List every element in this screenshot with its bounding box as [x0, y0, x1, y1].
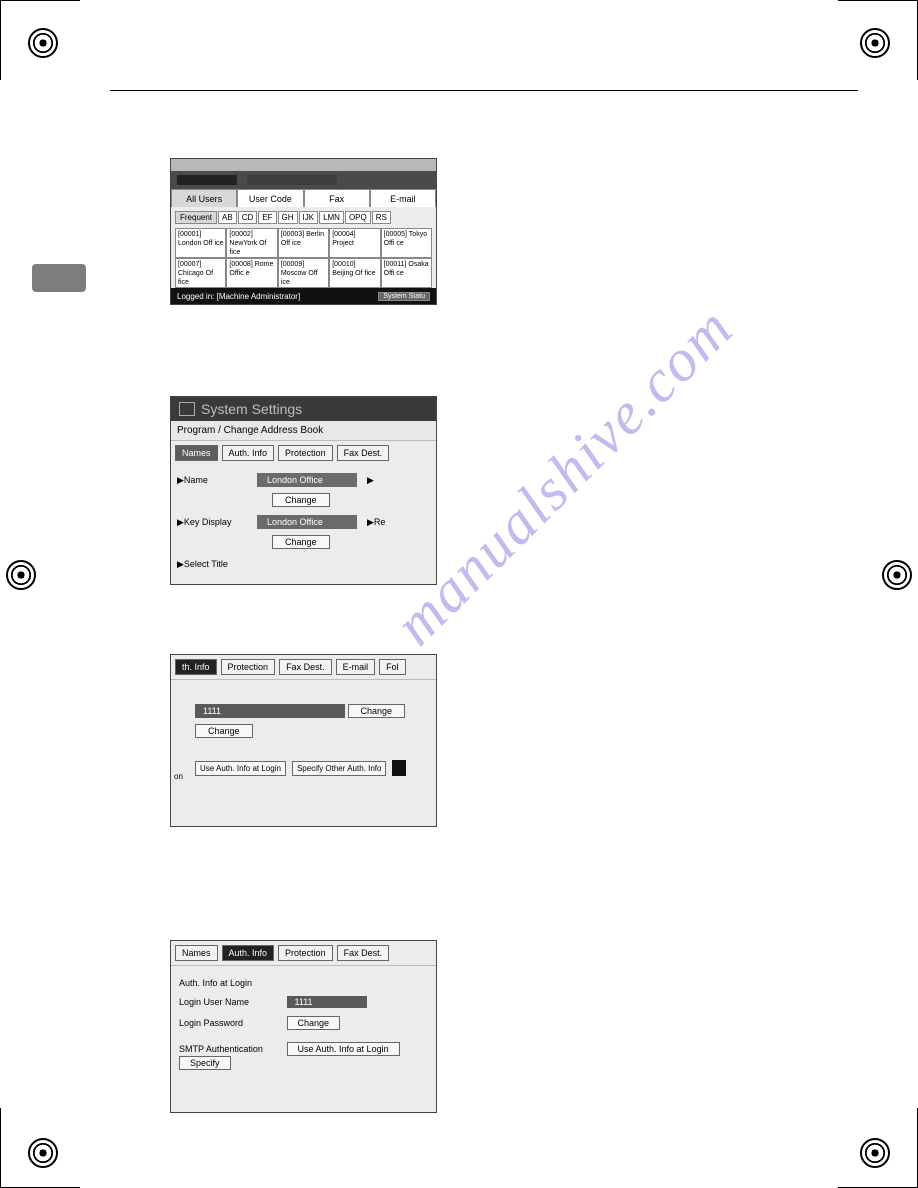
- alpha-tab[interactable]: AB: [218, 211, 237, 224]
- tab-fax-dest[interactable]: Fax Dest.: [337, 445, 390, 461]
- use-auth-login-button[interactable]: Use Auth. Info at Login: [287, 1042, 400, 1056]
- registration-mark: [28, 1138, 58, 1168]
- change-button[interactable]: Change: [195, 724, 253, 738]
- use-auth-login-button[interactable]: Use Auth. Info at Login: [195, 761, 286, 776]
- alpha-tab[interactable]: RS: [372, 211, 391, 224]
- name-label: ▶Name: [177, 475, 257, 486]
- address-cell[interactable]: [00009] Moscow Off ice: [278, 258, 329, 288]
- tab-row: Names Auth. Info Protection Fax Dest.: [171, 441, 436, 465]
- address-cell[interactable]: [00004] Project: [329, 228, 380, 258]
- registration-mark: [882, 560, 912, 590]
- specify-button[interactable]: Specify: [179, 1056, 231, 1070]
- system-settings-panel: System Settings Program / Change Address…: [170, 396, 437, 585]
- tab-protection[interactable]: Protection: [278, 945, 333, 961]
- tab-fax-dest[interactable]: Fax Dest.: [337, 945, 390, 961]
- tab-row: Names Auth. Info Protection Fax Dest.: [171, 941, 436, 966]
- auth-info-login-panel: Names Auth. Info Protection Fax Dest. Au…: [170, 940, 437, 1113]
- chevron-right-icon: ▶: [367, 475, 374, 486]
- key-display-value: London Office: [257, 515, 357, 529]
- tab-folder[interactable]: Fol: [379, 659, 406, 675]
- system-status-button[interactable]: System Statu: [378, 292, 430, 301]
- alpha-tab[interactable]: CD: [238, 211, 258, 224]
- tab-auth-info[interactable]: th. Info: [175, 659, 217, 675]
- panel-subtitle: Program / Change Address Book: [171, 421, 436, 441]
- address-row: [00001] London Off ice[00002] NewYork Of…: [171, 228, 436, 258]
- tab-user-code[interactable]: User Code: [237, 189, 303, 207]
- address-book-panel: All Users User Code Fax E-mail Frequent …: [170, 158, 437, 305]
- alpha-frequent[interactable]: Frequent: [175, 211, 217, 224]
- auth-info-panel: th. Info Protection Fax Dest. E-mail Fol…: [170, 654, 437, 827]
- header-rule: [110, 90, 858, 91]
- tab-fax-dest[interactable]: Fax Dest.: [279, 659, 332, 675]
- value-field: 1111: [195, 704, 345, 718]
- tab-all-users[interactable]: All Users: [171, 189, 237, 207]
- registration-mark: [860, 28, 890, 58]
- registration-mark: [28, 28, 58, 58]
- login-user-value: 1111: [287, 996, 367, 1008]
- tab-names[interactable]: Names: [175, 945, 218, 961]
- tab-email[interactable]: E-mail: [370, 189, 436, 207]
- address-cell[interactable]: [00011] Osaka Offi ce: [381, 258, 432, 288]
- address-cell[interactable]: [00008] Rome Offic e: [226, 258, 277, 288]
- address-row: [00007] Chicago Of fice[00008] Rome Offi…: [171, 258, 436, 288]
- registration-mark: [6, 560, 36, 590]
- login-password-label: Login Password: [179, 1018, 284, 1028]
- alpha-index: Frequent AB CD EF GH IJK LMN OPQ RS: [171, 207, 436, 228]
- tab-names[interactable]: Names: [175, 445, 218, 461]
- address-cell[interactable]: [00010] Beijing Of fice: [329, 258, 380, 288]
- tab-protection[interactable]: Protection: [278, 445, 333, 461]
- label-fragment: on: [174, 772, 183, 781]
- title-text: System Settings: [201, 401, 302, 417]
- section-heading: Auth. Info at Login: [179, 978, 428, 988]
- address-cell[interactable]: [00002] NewYork Of fice: [226, 228, 277, 258]
- logged-in-text: Logged in: [Machine Administrator]: [177, 292, 300, 301]
- smtp-auth-label: SMTP Authentication: [179, 1044, 284, 1054]
- tab-protection[interactable]: Protection: [221, 659, 276, 675]
- tab-email[interactable]: E-mail: [336, 659, 376, 675]
- scroll-indicator: [392, 760, 406, 776]
- tab-auth-info[interactable]: Auth. Info: [222, 445, 275, 461]
- registration-label: ▶Re: [367, 517, 385, 528]
- specify-other-auth-button[interactable]: Specify Other Auth. Info: [292, 761, 387, 776]
- alpha-tab[interactable]: OPQ: [345, 211, 371, 224]
- change-button[interactable]: Change: [272, 535, 330, 549]
- settings-icon: [179, 402, 195, 416]
- change-button[interactable]: Change: [348, 704, 406, 718]
- select-title-label: ▶Select Title: [177, 559, 257, 570]
- address-cell[interactable]: [00007] Chicago Of fice: [175, 258, 226, 288]
- status-bar: Logged in: [Machine Administrator] Syste…: [171, 288, 436, 304]
- change-button[interactable]: Change: [287, 1016, 341, 1030]
- change-button[interactable]: Change: [272, 493, 330, 507]
- address-cell[interactable]: [00005] Tokyo Offi ce: [381, 228, 432, 258]
- name-value: London Office: [257, 473, 357, 487]
- page-side-tab: [32, 264, 86, 292]
- alpha-tab[interactable]: EF: [258, 211, 276, 224]
- tab-row: th. Info Protection Fax Dest. E-mail Fol: [171, 655, 436, 680]
- alpha-tab[interactable]: LMN: [319, 211, 344, 224]
- tab-fax[interactable]: Fax: [304, 189, 370, 207]
- panel-title: System Settings: [171, 397, 436, 421]
- registration-mark: [860, 1138, 890, 1168]
- address-cell[interactable]: [00003] Berlin Off ice: [278, 228, 329, 258]
- alpha-tab[interactable]: GH: [278, 211, 298, 224]
- login-user-label: Login User Name: [179, 997, 284, 1007]
- address-cell[interactable]: [00001] London Off ice: [175, 228, 226, 258]
- tab-auth-info[interactable]: Auth. Info: [222, 945, 275, 961]
- category-tabs: All Users User Code Fax E-mail: [171, 189, 436, 207]
- alpha-tab[interactable]: IJK: [299, 211, 319, 224]
- key-display-label: ▶Key Display: [177, 517, 257, 528]
